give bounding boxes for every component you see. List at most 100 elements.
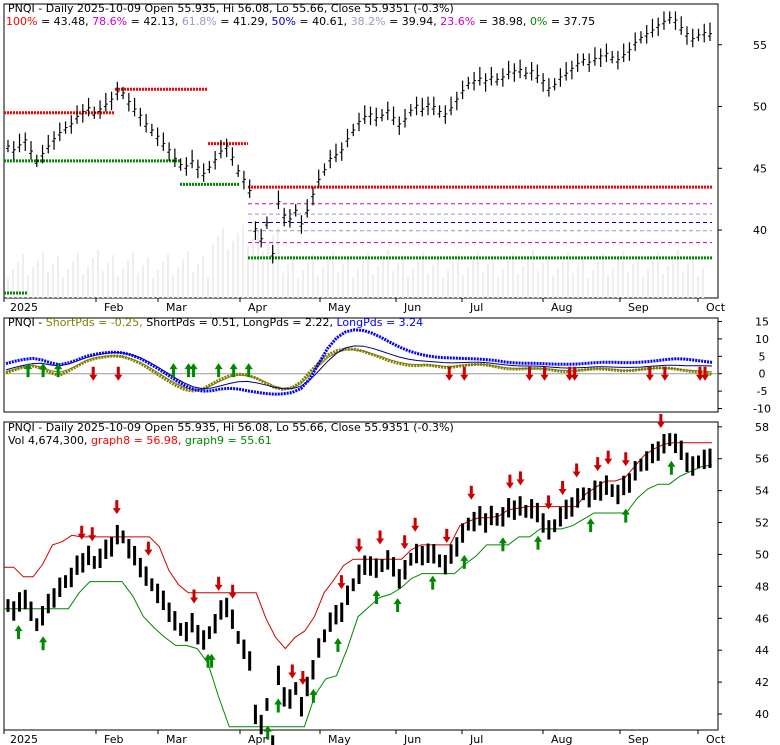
- y-tick-label: 48: [755, 580, 769, 593]
- volume-bar: [477, 251, 479, 298]
- x-tick-label: Oct: [706, 301, 726, 314]
- channel-panel: 40 42 44 46 48 50 52 54 56 58 2025 Feb Mar Apr May Jun J…: [3, 413, 769, 745]
- volume-bar: [467, 267, 469, 298]
- volume-bar: [287, 265, 289, 298]
- volume-bar: [327, 259, 329, 298]
- volume-bar: [447, 270, 449, 298]
- volume-bar: [302, 270, 304, 298]
- y-tick-label: 52: [755, 517, 769, 530]
- buy-arrow: [393, 597, 402, 612]
- y-tick-label: 54: [755, 485, 769, 498]
- x-tick-label: Feb: [104, 301, 123, 314]
- volume-bar: [317, 275, 319, 298]
- legend-entry: ShortPds = 0.51,: [146, 316, 243, 329]
- sell-arrow: [516, 471, 525, 486]
- sell-arrow: [540, 366, 549, 381]
- fib-legend-label: 0%: [530, 15, 547, 28]
- volume-bar: [442, 278, 444, 298]
- y-tick-label: 58: [755, 421, 769, 434]
- volume-bar: [127, 260, 129, 298]
- fib-legend-label: 38.2%: [351, 15, 386, 28]
- y-tick-label: 40: [755, 708, 769, 721]
- volume-bar: [237, 233, 239, 298]
- volume-bar: [422, 252, 424, 298]
- volume-bar: [32, 267, 34, 298]
- volume-bar: [697, 276, 699, 298]
- volume-bar: [57, 256, 59, 298]
- legend-entry: graph8 = 56.98,: [91, 434, 185, 447]
- volume-bar: [357, 269, 359, 298]
- sell-arrow: [460, 366, 469, 381]
- volume-bar: [257, 230, 259, 298]
- x-tick-label: Jul: [469, 301, 483, 314]
- x-tick-label: 2025: [10, 733, 38, 745]
- volume-bar: [322, 267, 324, 298]
- sell-arrow: [112, 500, 121, 515]
- legend-entry: LongPds = 3.24: [337, 316, 424, 329]
- volume-bar: [197, 264, 199, 298]
- y-tick-label: 10: [755, 333, 769, 346]
- sell-arrow: [114, 366, 123, 381]
- volume-bar: [77, 253, 79, 298]
- y-tick-label: -10: [753, 403, 771, 416]
- x-tick-label: Mar: [166, 733, 187, 745]
- volume-bar: [72, 261, 74, 298]
- volume-bar: [572, 273, 574, 298]
- volume-bar: [702, 268, 704, 298]
- x-tick-label: May: [328, 733, 351, 745]
- volume-bar: [252, 238, 254, 298]
- volume-bar: [277, 227, 279, 298]
- sell-arrow: [525, 366, 534, 381]
- volume-bar: [642, 277, 644, 298]
- x-tick-label: Sep: [628, 733, 649, 745]
- x-tick-label: Apr: [248, 301, 268, 314]
- volume-bar: [552, 276, 554, 298]
- volume-bar: [457, 254, 459, 298]
- fib-legend-label: 100%: [6, 15, 37, 28]
- volume-bar: [472, 259, 474, 298]
- fib-legend-label: 23.6%: [440, 15, 475, 28]
- buy-arrow: [372, 589, 381, 604]
- volume-bar: [392, 271, 394, 298]
- volume-bar: [162, 262, 164, 298]
- volume-bar: [617, 259, 619, 298]
- volume-bar: [507, 261, 509, 298]
- buy-arrow: [534, 535, 543, 550]
- volume-bar: [12, 270, 14, 298]
- buy-arrow: [667, 460, 676, 475]
- sell-arrow: [88, 527, 97, 542]
- volume-bar: [527, 258, 529, 298]
- sell-arrow: [570, 366, 579, 381]
- volume-bar: [222, 228, 224, 298]
- volume-bar: [167, 254, 169, 298]
- oscillator-legend: PNQI - ShortPds = -0.25, ShortPds = 0.51…: [8, 316, 423, 329]
- volume-bar: [212, 244, 214, 298]
- y-tick-label: 50: [753, 101, 767, 114]
- y-tick-label: 15: [755, 315, 769, 328]
- volume-bar: [182, 259, 184, 298]
- volume-bar: [607, 275, 609, 298]
- plot-frame: [3, 317, 719, 413]
- y-tick-label: 40: [753, 224, 767, 237]
- y-tick-label: 50: [755, 548, 769, 561]
- volume-bar: [292, 257, 294, 298]
- volume-bar: [62, 277, 64, 298]
- volume-bar: [342, 264, 344, 298]
- volume-bar: [547, 255, 549, 298]
- sell-arrow: [77, 525, 86, 540]
- volume-bar: [502, 269, 504, 298]
- fib-legend-value: = 39.94,: [386, 15, 441, 28]
- buy-arrow: [169, 363, 178, 378]
- volume-bar: [692, 255, 694, 298]
- chart-title: PNQI - Daily 2025-10-09 Open 55.935, Hi …: [8, 421, 454, 434]
- volume-bar: [407, 276, 409, 298]
- volume-bar: [282, 273, 284, 298]
- volume-bar: [362, 261, 364, 298]
- sell-arrow: [572, 463, 581, 478]
- volume-bar: [437, 257, 439, 298]
- volume-bar: [597, 262, 599, 298]
- volume-bar: [512, 253, 514, 298]
- buy-arrow: [207, 653, 216, 668]
- volume-bar: [192, 272, 194, 298]
- volume-bar: [667, 266, 669, 298]
